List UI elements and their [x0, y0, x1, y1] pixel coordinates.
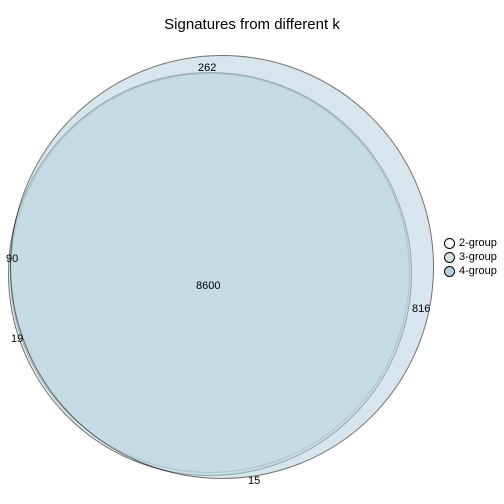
- region-count: 19: [11, 333, 23, 345]
- legend-swatch: [444, 266, 455, 277]
- legend-item: 4-group: [444, 265, 497, 278]
- legend-label: 4-group: [459, 265, 497, 278]
- venn-chart: Signatures from different k 8600 262 90 19 8…: [0, 0, 504, 504]
- region-count: 8600: [196, 280, 220, 292]
- region-count: 15: [248, 475, 260, 487]
- legend-label: 3-group: [459, 251, 497, 264]
- legend-item: 3-group: [444, 251, 497, 264]
- legend-swatch: [444, 238, 455, 249]
- legend-swatch: [444, 252, 455, 263]
- region-count: 262: [198, 62, 216, 74]
- legend: 2-group3-group4-group: [444, 237, 497, 280]
- venn-circle-4-group: [10, 55, 434, 479]
- chart-title: Signatures from different k: [0, 16, 504, 33]
- legend-item: 2-group: [444, 237, 497, 250]
- region-count: 816: [412, 303, 430, 315]
- region-count: 90: [6, 253, 18, 265]
- legend-label: 2-group: [459, 237, 497, 250]
